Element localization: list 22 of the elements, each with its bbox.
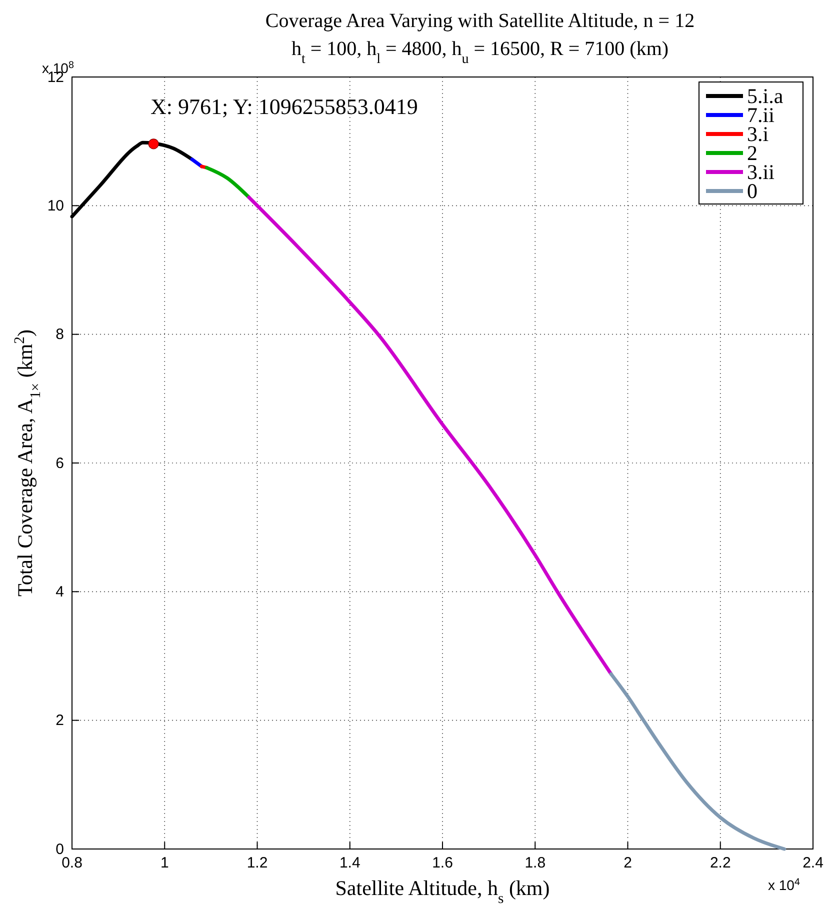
annotation: X: 9761; Y: 1096255853.0419 [150, 94, 418, 119]
x-tick-label: 1.2 [246, 854, 268, 872]
line-series [247, 196, 613, 676]
y-tick-label: 8 [56, 326, 64, 344]
line-series [609, 672, 786, 851]
y-tick-label: 2 [56, 712, 64, 730]
x-tick-label: 0.8 [62, 854, 82, 872]
x-tick-label: 1.4 [339, 854, 360, 872]
x-tick-label: 2.4 [802, 854, 824, 872]
x-axis-title: Satellite Altitude, h$_{s}$ (km) [335, 876, 550, 907]
chart-subtitle: h$_{t}$ = 100, h$_{l}$ = 4800, h$_{u}$ = 16500, R = 7100 (km) [291, 38, 669, 66]
x-tick-label: 1.8 [524, 854, 546, 872]
text: x 10$^{4}$ [768, 876, 800, 893]
y-tick-label: 6 [56, 454, 64, 472]
x-tick-label: 2.2 [710, 854, 731, 872]
y-tick-label: 10 [47, 197, 64, 214]
x-tick-label: 1.6 [432, 854, 453, 872]
y-tick-label: 4 [56, 583, 64, 600]
x-tick-label: 1 [160, 854, 169, 872]
x-tick-label: 2 [624, 854, 632, 872]
y-tick-label: 0 [56, 840, 64, 858]
chart-title: Coverage Area Varying with Satellite Altitude, n = 12 [265, 10, 695, 32]
